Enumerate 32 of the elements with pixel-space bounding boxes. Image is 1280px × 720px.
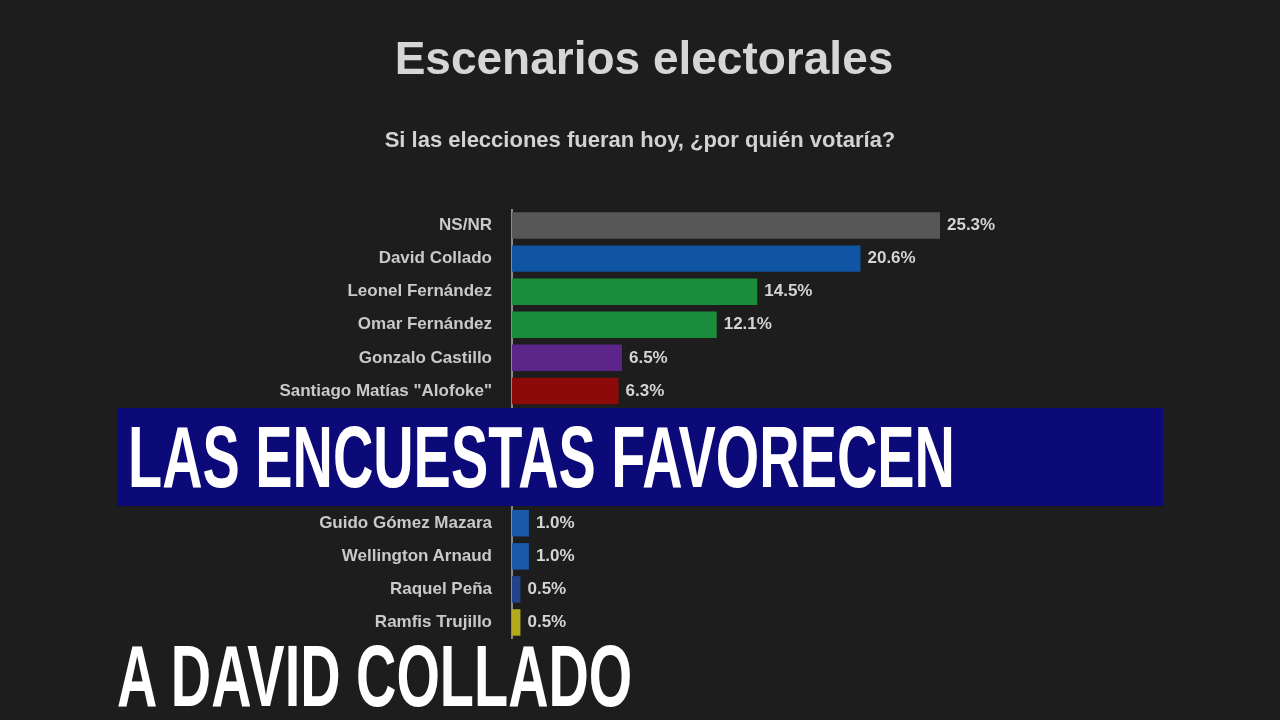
bar	[512, 543, 529, 570]
data-label: 14.5%	[764, 281, 813, 301]
data-label: 6.3%	[625, 380, 665, 400]
chart-subtitle: Si las elecciones fueran hoy, ¿por quién votaría?	[383, 126, 897, 154]
data-label: 1.0%	[535, 512, 575, 532]
annotation: LAS ENCUESTAS FAVORECEN	[128, 407, 955, 507]
y-tick-label: Gonzalo Castillo	[358, 347, 492, 367]
bar	[512, 311, 717, 338]
data-label: 0.5%	[527, 579, 567, 599]
bar	[512, 344, 622, 372]
data-label: 6.5%	[628, 347, 668, 367]
y-tick-label: David Collado	[378, 248, 492, 268]
bar	[512, 510, 529, 537]
bar	[512, 212, 940, 239]
data-label: 1.0%	[535, 546, 575, 565]
bar	[512, 245, 861, 272]
data-label: 25.3%	[946, 215, 996, 235]
chart-title: Escenarios electorales	[393, 31, 895, 86]
y-tick-label: Guido Gómez Mazara	[319, 512, 493, 532]
y-tick-label: Raquel Peña	[389, 579, 493, 599]
y-tick-label: Wellington Arnaud	[341, 546, 492, 565]
bar	[512, 278, 758, 305]
y-tick-label: NS/NR	[439, 215, 492, 235]
data-label: 12.1%	[723, 314, 772, 334]
y-tick-label: Leonel Fernández	[347, 281, 492, 301]
y-tick-label: Santiago Matías "Alofoke"	[279, 380, 492, 400]
y-tick-label: Omar Fernández	[357, 314, 492, 334]
bar	[512, 377, 619, 405]
data-label: 20.6%	[867, 248, 916, 268]
data-label: 0.5%	[527, 612, 567, 632]
bar	[512, 576, 521, 603]
bar	[512, 609, 521, 636]
